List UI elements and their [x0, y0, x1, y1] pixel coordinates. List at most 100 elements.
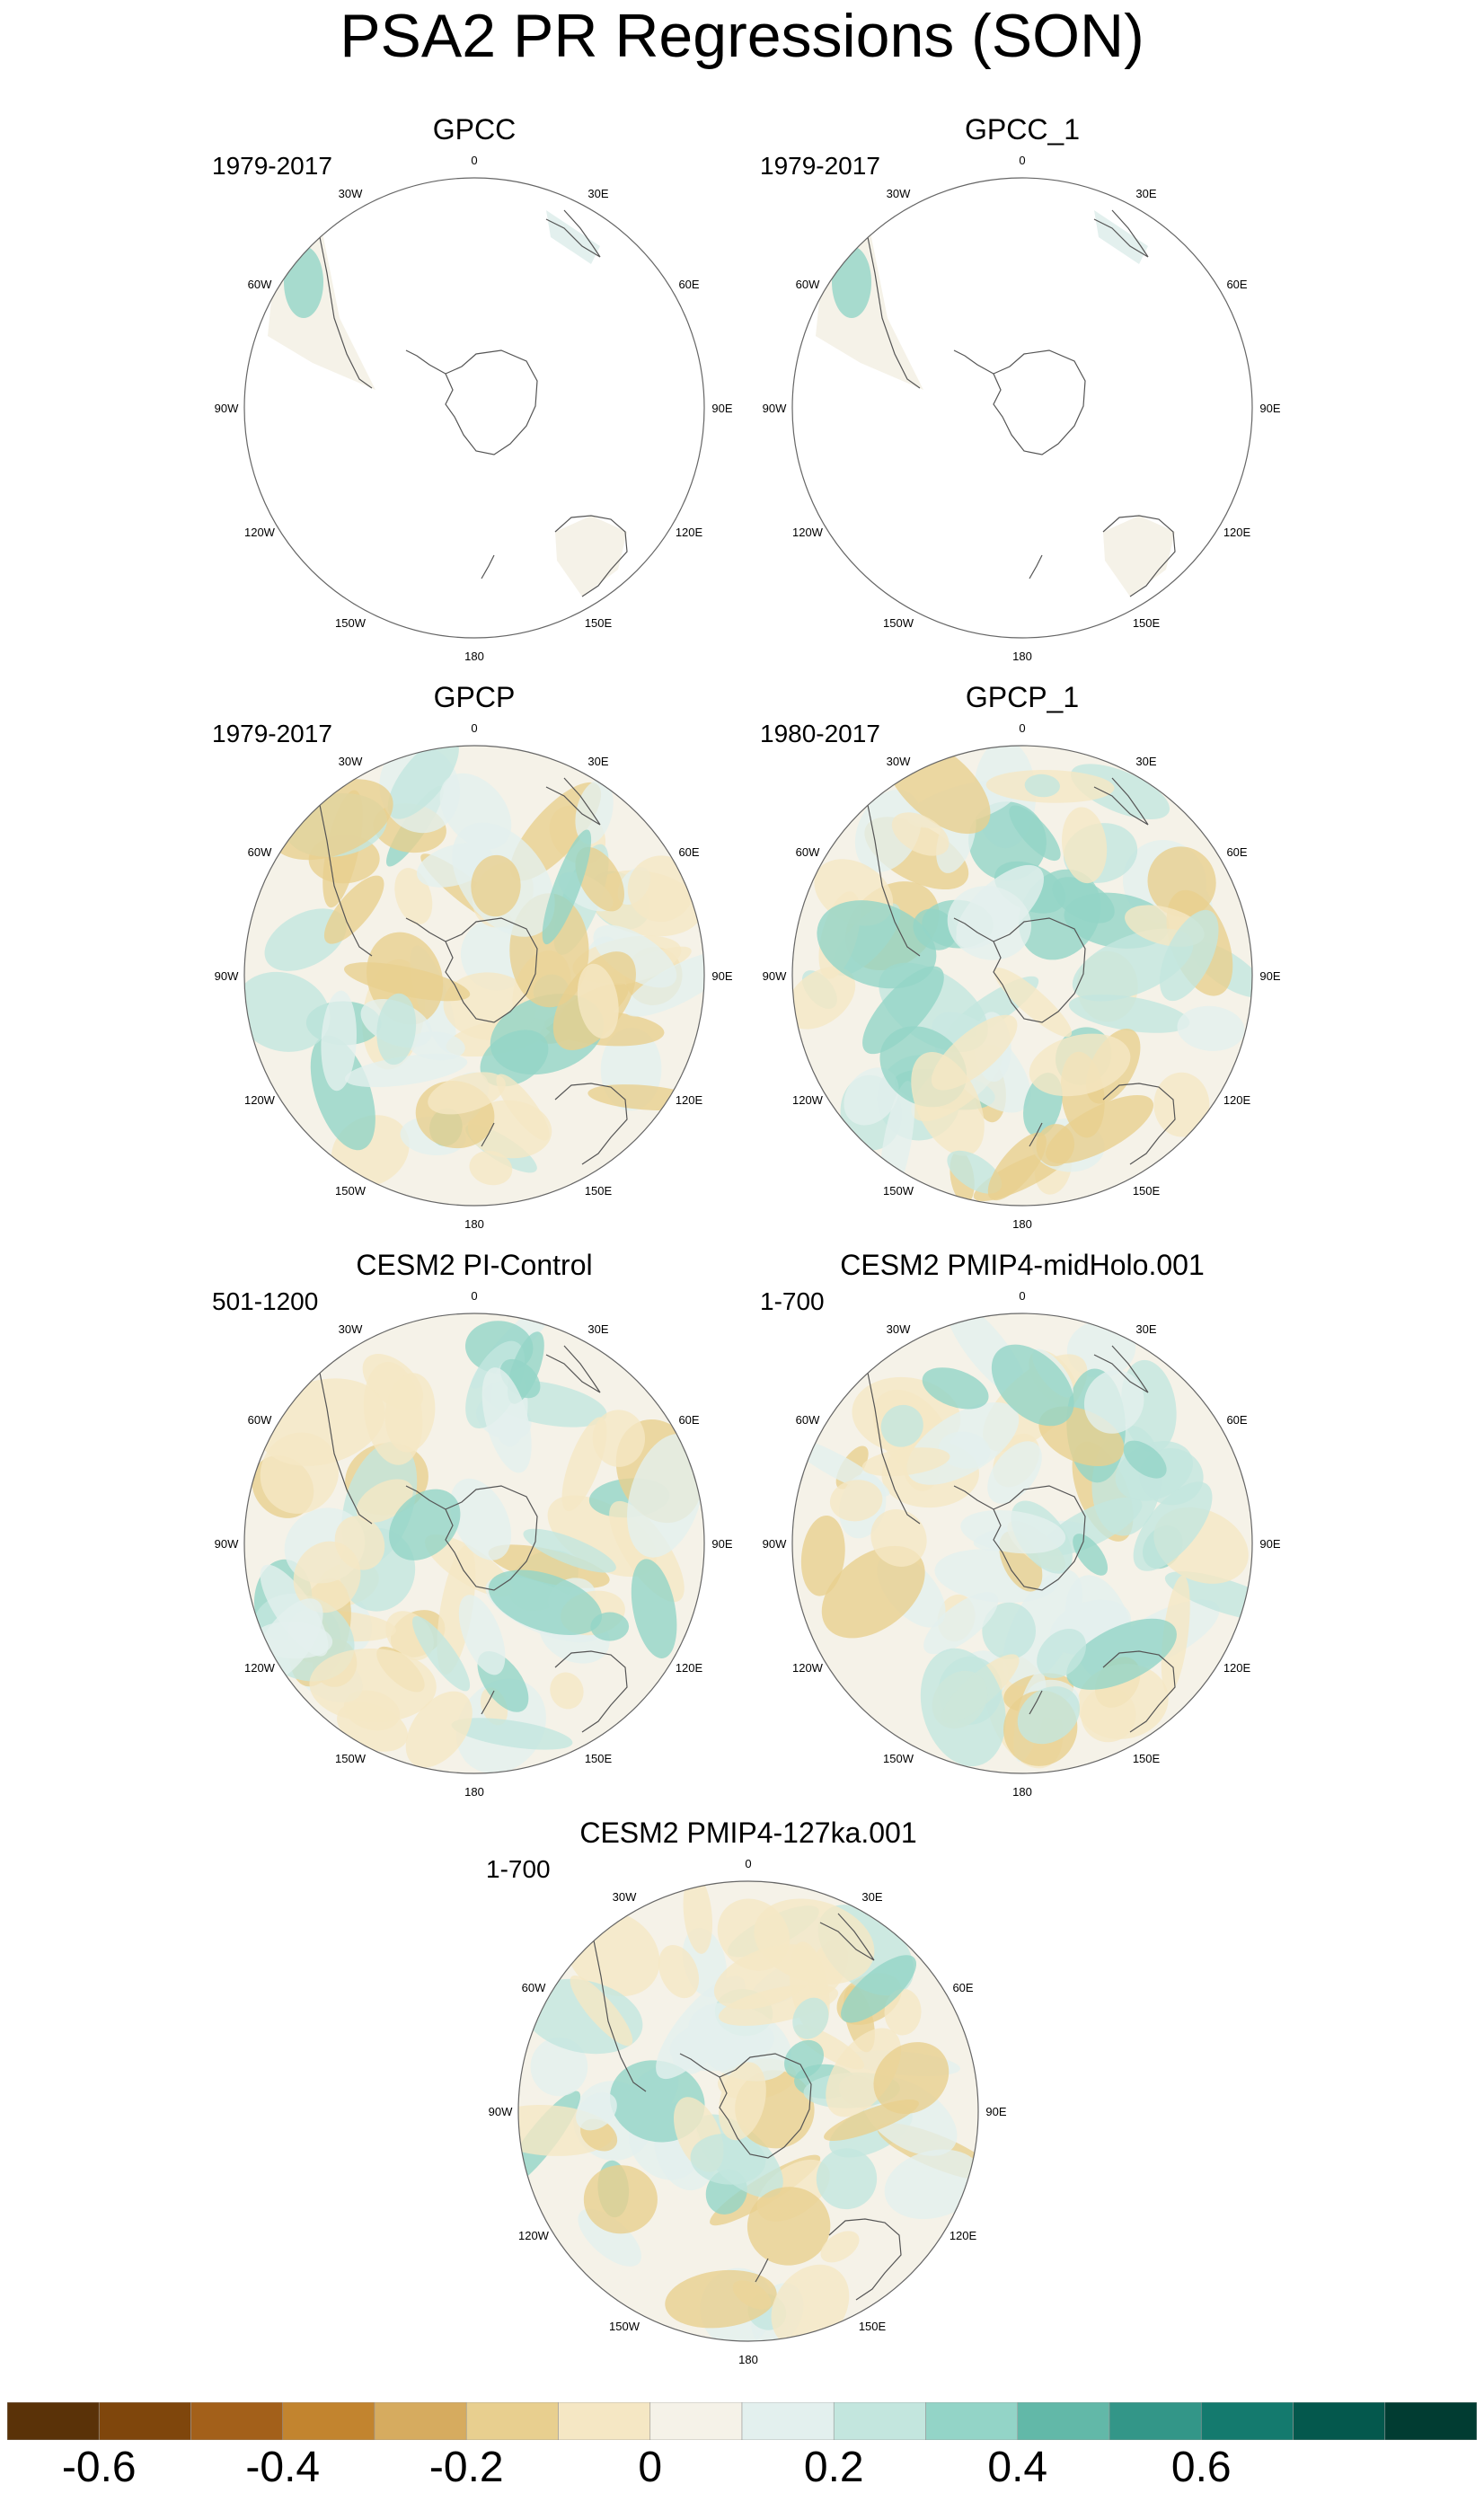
precip-contour-blob	[832, 246, 871, 318]
map-field	[244, 746, 704, 1206]
precip-contour-blob	[854, 789, 922, 872]
longitude-label: 30W	[339, 187, 363, 200]
precip-contour-blob	[471, 854, 521, 917]
longitude-label: 30E	[587, 187, 608, 200]
peninsula-coastline	[953, 1485, 994, 1510]
antarctica-coastline	[719, 2053, 812, 2159]
precip-contour-blob	[947, 1150, 1003, 1194]
precip-contour-blob	[469, 1150, 513, 1186]
longitude-label: 90W	[763, 402, 787, 415]
longitude-label: 30W	[613, 1890, 637, 1904]
precip-contour-blob	[561, 1417, 607, 1512]
panel-title: CESM2 PMIP4-127ka.001	[579, 1817, 917, 1849]
australia-coastline	[1102, 515, 1176, 597]
longitude-label: 120E	[676, 1661, 703, 1675]
precip-contour-blob	[323, 875, 384, 944]
longitude-label: 120E	[1223, 1093, 1251, 1107]
peninsula-coastline	[953, 917, 994, 942]
longitude-label: 120E	[950, 2229, 977, 2242]
longitude-label: 30E	[587, 1322, 608, 1336]
precip-contour-blob	[480, 1030, 549, 1087]
polar-map: 0 30E 60E 90E 120E 150E 180 150W 120W 90W 60W 30W	[763, 721, 1281, 1231]
antarctica-coastline	[445, 917, 538, 1023]
peninsula-coastline	[405, 1485, 446, 1510]
precip-contour-blob	[1083, 1370, 1144, 1434]
precip-contour-blob	[344, 962, 471, 1002]
precip-contour-blob	[1024, 774, 1060, 798]
antarctica-coastline	[445, 349, 538, 455]
panel-title: CESM2 PMIP4-midHolo.001	[840, 1249, 1205, 1281]
precip-contour-blob	[1037, 1628, 1087, 1679]
longitude-label: 30E	[1135, 755, 1156, 768]
precip-contour-blob	[826, 2028, 902, 2117]
new-zealand-coastline	[481, 1690, 495, 1715]
longitude-label: 90W	[215, 969, 239, 983]
longitude-label: 90E	[985, 2105, 1006, 2118]
precip-contour-blob	[570, 1975, 633, 2047]
precip-contour-blob	[1123, 1440, 1167, 1479]
precip-contour-blob	[1052, 877, 1115, 924]
new-zealand-coastline	[1029, 554, 1043, 579]
precip-contour-blob	[1066, 1618, 1177, 1690]
longitude-label: 0	[471, 1289, 477, 1303]
panel-gpcp: GPCP 1979-2017 0 30E 60E 90E 120E 150E 180 150W…	[196, 679, 753, 1236]
antarctica-coastline	[993, 1485, 1086, 1591]
new-zealand-coastline	[481, 554, 495, 579]
longitude-label: 90W	[215, 1537, 239, 1551]
panel-years: 1-700	[760, 1287, 825, 1315]
longitude-label: 30W	[887, 187, 911, 200]
longitude-label: 90W	[489, 2105, 513, 2118]
precip-contour-blob	[321, 990, 357, 1092]
longitude-label: 60W	[522, 1981, 546, 1994]
precip-contour-blob	[577, 963, 619, 1039]
precip-contour-blob	[1164, 1571, 1252, 1622]
precip-contour-blob	[718, 2062, 766, 2141]
panel-title: GPCC_1	[964, 113, 1081, 146]
precip-contour-blob	[1029, 1033, 1131, 1097]
colorbar-swatch	[1109, 2402, 1202, 2440]
panel-years: 1980-2017	[760, 720, 880, 747]
precip-contour-blob	[817, 900, 937, 989]
new-zealand-coastline	[1029, 1690, 1043, 1715]
precip-contour-blob	[458, 1595, 506, 1675]
longitude-label: 150W	[883, 1752, 914, 1765]
longitude-label: 30E	[1135, 1322, 1156, 1336]
australia-coastline	[1102, 1083, 1176, 1165]
precip-contour-blob	[713, 1944, 821, 2010]
precip-contour-blob	[593, 924, 677, 988]
australia-field	[555, 516, 627, 597]
longitude-label: 120E	[676, 1093, 703, 1107]
new-zealand-coastline	[481, 1122, 495, 1147]
longitude-label: 60E	[1226, 1413, 1247, 1427]
polar-map: 0 30E 60E 90E 120E 150E 180 150W 120W 90W 60W 30W	[763, 1289, 1281, 1799]
longitude-label: 0	[471, 154, 477, 167]
precip-contour-blob	[829, 1480, 883, 1522]
polar-map: 0 30E 60E 90E 120E 150E 180 150W 120W 90W 60W 30W	[763, 154, 1281, 663]
colorbar-tick-label: 0.2	[803, 2444, 864, 2491]
precip-contour-blob	[816, 2148, 878, 2210]
longitude-label: 90E	[1259, 969, 1280, 983]
longitude-label: 60E	[678, 278, 699, 291]
africa-coastline	[545, 209, 601, 258]
peninsula-coastline	[679, 2053, 720, 2078]
colorbar-tick-label: 0.4	[987, 2444, 1048, 2491]
colorbar-swatch	[833, 2402, 926, 2440]
longitude-label: 60W	[248, 1413, 272, 1427]
precip-contour-blob	[284, 246, 323, 318]
panel-gpcc-1: GPCC_1 1979-2017 0 30E 60E 90E 120E 150E 180 15…	[744, 111, 1301, 668]
australia-coastline	[828, 2218, 902, 2301]
longitude-label: 180	[1012, 650, 1032, 663]
precip-contour-blob	[376, 993, 417, 1065]
polar-map: 0 30E 60E 90E 120E 150E 180 150W 120W 90W 60W 30W	[215, 721, 733, 1231]
precip-contour-blob	[523, 1528, 616, 1573]
longitude-label: 180	[738, 2353, 758, 2366]
colorbar-swatch	[1017, 2402, 1110, 2440]
precip-contour-blob	[583, 2165, 658, 2234]
precip-contour-blob	[994, 968, 1073, 1038]
longitude-label: 150E	[1133, 616, 1161, 630]
longitude-label: 120W	[792, 1093, 824, 1107]
precip-contour-blob	[718, 1984, 839, 2026]
colorbar-swatch	[98, 2402, 191, 2440]
precip-contour-blob	[488, 1569, 603, 1636]
precip-contour-blob	[575, 780, 614, 844]
